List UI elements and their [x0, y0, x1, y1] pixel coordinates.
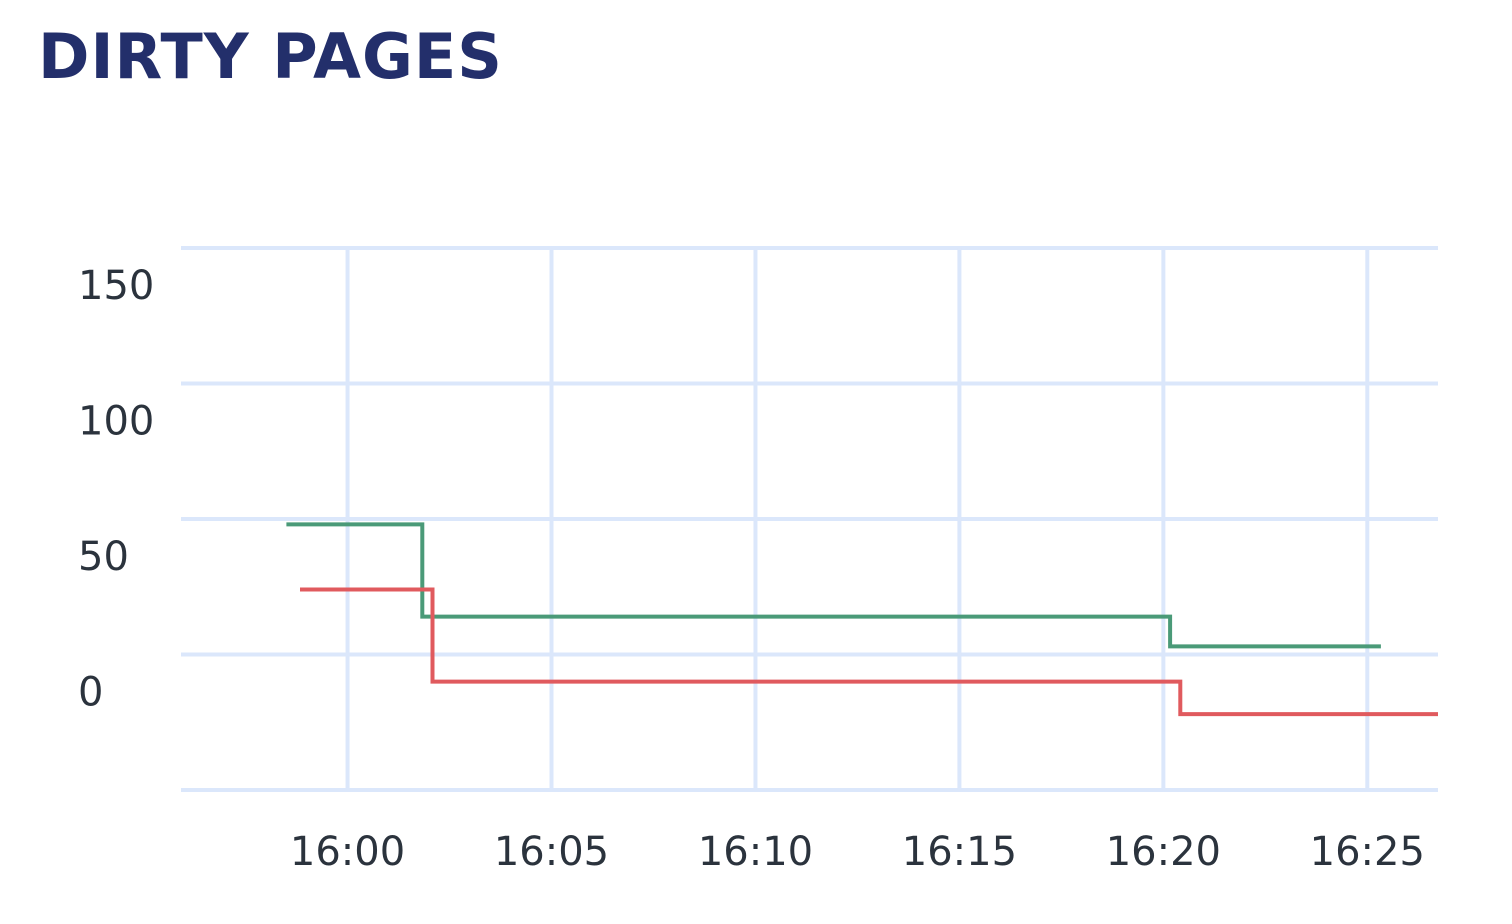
- series-line-2: [300, 587, 1438, 717]
- x-tick-label: 16:05: [494, 829, 609, 875]
- x-tick-label: 16:10: [698, 829, 813, 875]
- x-tick-label: 16:25: [1310, 829, 1425, 875]
- series-line-1: [286, 522, 1381, 649]
- x-tick-label: 16:00: [290, 829, 405, 875]
- x-tick-label: 16:15: [902, 829, 1017, 875]
- y-tick-label: 150: [78, 263, 154, 309]
- chart-title: DIRTY PAGES: [38, 20, 503, 93]
- y-tick-label: 100: [78, 399, 154, 445]
- x-tick-label: 16:20: [1106, 829, 1221, 875]
- y-tick-label: 0: [78, 670, 103, 716]
- y-tick-label: 50: [78, 534, 129, 580]
